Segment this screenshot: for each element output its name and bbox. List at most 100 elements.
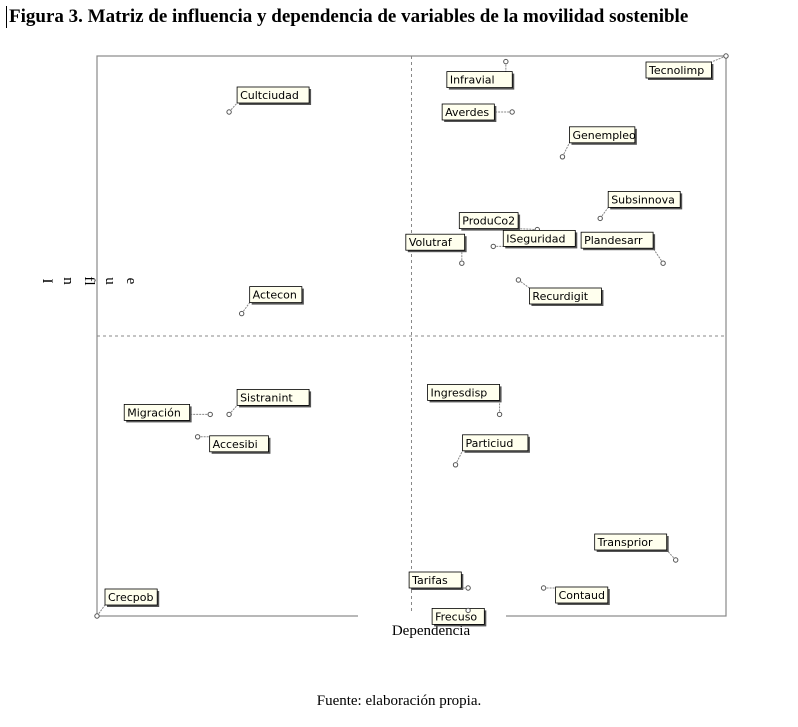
data-point-marker <box>194 434 201 440</box>
label-box <box>236 86 310 104</box>
data-point-group: Contaud <box>540 585 610 605</box>
label-box <box>441 103 495 121</box>
point-connector <box>518 279 530 289</box>
point-connector <box>228 405 238 415</box>
data-point-label: Ingresdisp <box>431 386 488 399</box>
label-box <box>405 233 466 251</box>
label-box <box>607 190 681 208</box>
data-point-group: Averdes <box>441 103 515 122</box>
data-point-group: Recurdigit <box>515 277 604 306</box>
data-point-label: Cultciudad <box>240 89 299 102</box>
label-box <box>209 435 269 453</box>
source-note: Fuente: elaboración propia. <box>316 693 482 709</box>
data-point-label: Genempleo <box>572 129 636 142</box>
data-point-label: Crecpob <box>108 591 153 604</box>
label-box <box>569 126 636 144</box>
data-point-marker <box>94 613 100 619</box>
label-box <box>431 608 485 625</box>
data-point-marker <box>496 411 503 418</box>
point-connector <box>652 247 664 264</box>
data-point-group: Transprior <box>594 533 679 563</box>
data-point-group: Genempleo <box>559 126 637 160</box>
figure-title: Figura 3. Matriz de influencia y depende… <box>6 6 798 28</box>
data-point-marker <box>490 243 496 250</box>
label-box <box>236 388 310 406</box>
data-point-label: Subsinnova <box>611 193 675 206</box>
points-layer: Cultciudad Infravial Tecnolimp Averdes Genem… <box>94 53 729 627</box>
data-point-group: Particiud <box>452 434 530 468</box>
data-point-marker <box>597 215 603 222</box>
point-connector <box>666 549 677 561</box>
data-point-label: Contaud <box>559 589 605 602</box>
data-point-group: Accesibi <box>194 434 271 454</box>
data-point-group: Crecpob <box>94 588 160 619</box>
label-box <box>458 212 519 230</box>
y-axis-label-char: fl <box>81 276 97 285</box>
data-point-group: Frecuso <box>431 607 487 627</box>
data-point-label: Volutraf <box>409 236 453 249</box>
data-point-group: Sistranint <box>226 388 312 418</box>
data-point-label: Infravial <box>450 74 495 87</box>
data-point-group: Volutraf <box>405 233 467 266</box>
data-point-label: Actecon <box>253 289 297 302</box>
data-point-marker <box>452 462 459 468</box>
data-point-group: ProduCo2 <box>458 212 540 233</box>
data-point-marker <box>465 607 471 614</box>
label-box <box>580 231 654 249</box>
data-point-label: Particiud <box>466 437 514 450</box>
x-axis-label: Dependencia <box>392 623 471 639</box>
data-point-label: Sistranint <box>240 391 293 404</box>
data-point-marker <box>515 277 522 283</box>
label-box <box>645 61 712 79</box>
data-point-label: ProduCo2 <box>462 215 515 228</box>
data-point-label: Frecuso <box>435 610 477 623</box>
point-connector <box>455 450 463 466</box>
data-point-group: Plandesarr <box>580 231 666 266</box>
data-point-label: Tarifas <box>411 574 448 587</box>
data-point-marker <box>503 58 509 65</box>
data-point-label: Recurdigit <box>532 290 588 303</box>
label-box <box>462 434 529 452</box>
point-connector <box>562 142 570 158</box>
y-axis-label-char: n <box>60 277 76 285</box>
data-point-group: Ingresdisp <box>427 383 503 418</box>
y-axis-label-char: e <box>123 278 139 285</box>
data-point-label: Plandesarr <box>584 234 643 247</box>
label-box <box>555 586 609 604</box>
data-point-marker <box>226 109 232 115</box>
data-point-marker <box>660 260 666 266</box>
data-point-group: Cultciudad <box>226 86 312 115</box>
data-point-group: Tarifas <box>408 571 471 591</box>
data-point-group: ISeguridad <box>490 229 578 250</box>
point-connector <box>241 302 251 314</box>
data-point-label: Averdes <box>445 106 489 119</box>
label-box <box>594 533 668 551</box>
label-box <box>104 588 158 606</box>
point-connector <box>96 604 106 617</box>
point-connector <box>599 207 609 219</box>
data-point-label: Migración <box>127 406 181 419</box>
data-point-marker <box>459 260 465 266</box>
label-box <box>427 383 500 401</box>
data-point-marker <box>559 154 566 160</box>
point-connector <box>711 55 727 63</box>
data-point-label: Accesibi <box>213 438 258 451</box>
label-box <box>249 286 303 304</box>
label-box <box>408 571 462 589</box>
data-point-marker <box>509 109 515 115</box>
data-point-marker <box>207 411 213 418</box>
label-box <box>446 71 513 88</box>
point-connector <box>228 102 238 113</box>
data-point-group: Actecon <box>238 286 304 317</box>
data-point-label: Transprior <box>597 536 653 549</box>
data-point-label: Tecnolimp <box>648 64 704 77</box>
data-point-group: Infravial <box>446 58 515 90</box>
y-axis-label-char: I <box>39 279 55 284</box>
data-point-label: ISeguridad <box>506 232 565 245</box>
data-point-marker <box>723 53 729 59</box>
label-box <box>529 287 602 305</box>
data-point-marker <box>465 585 471 591</box>
data-point-group: Subsinnova <box>597 190 683 222</box>
